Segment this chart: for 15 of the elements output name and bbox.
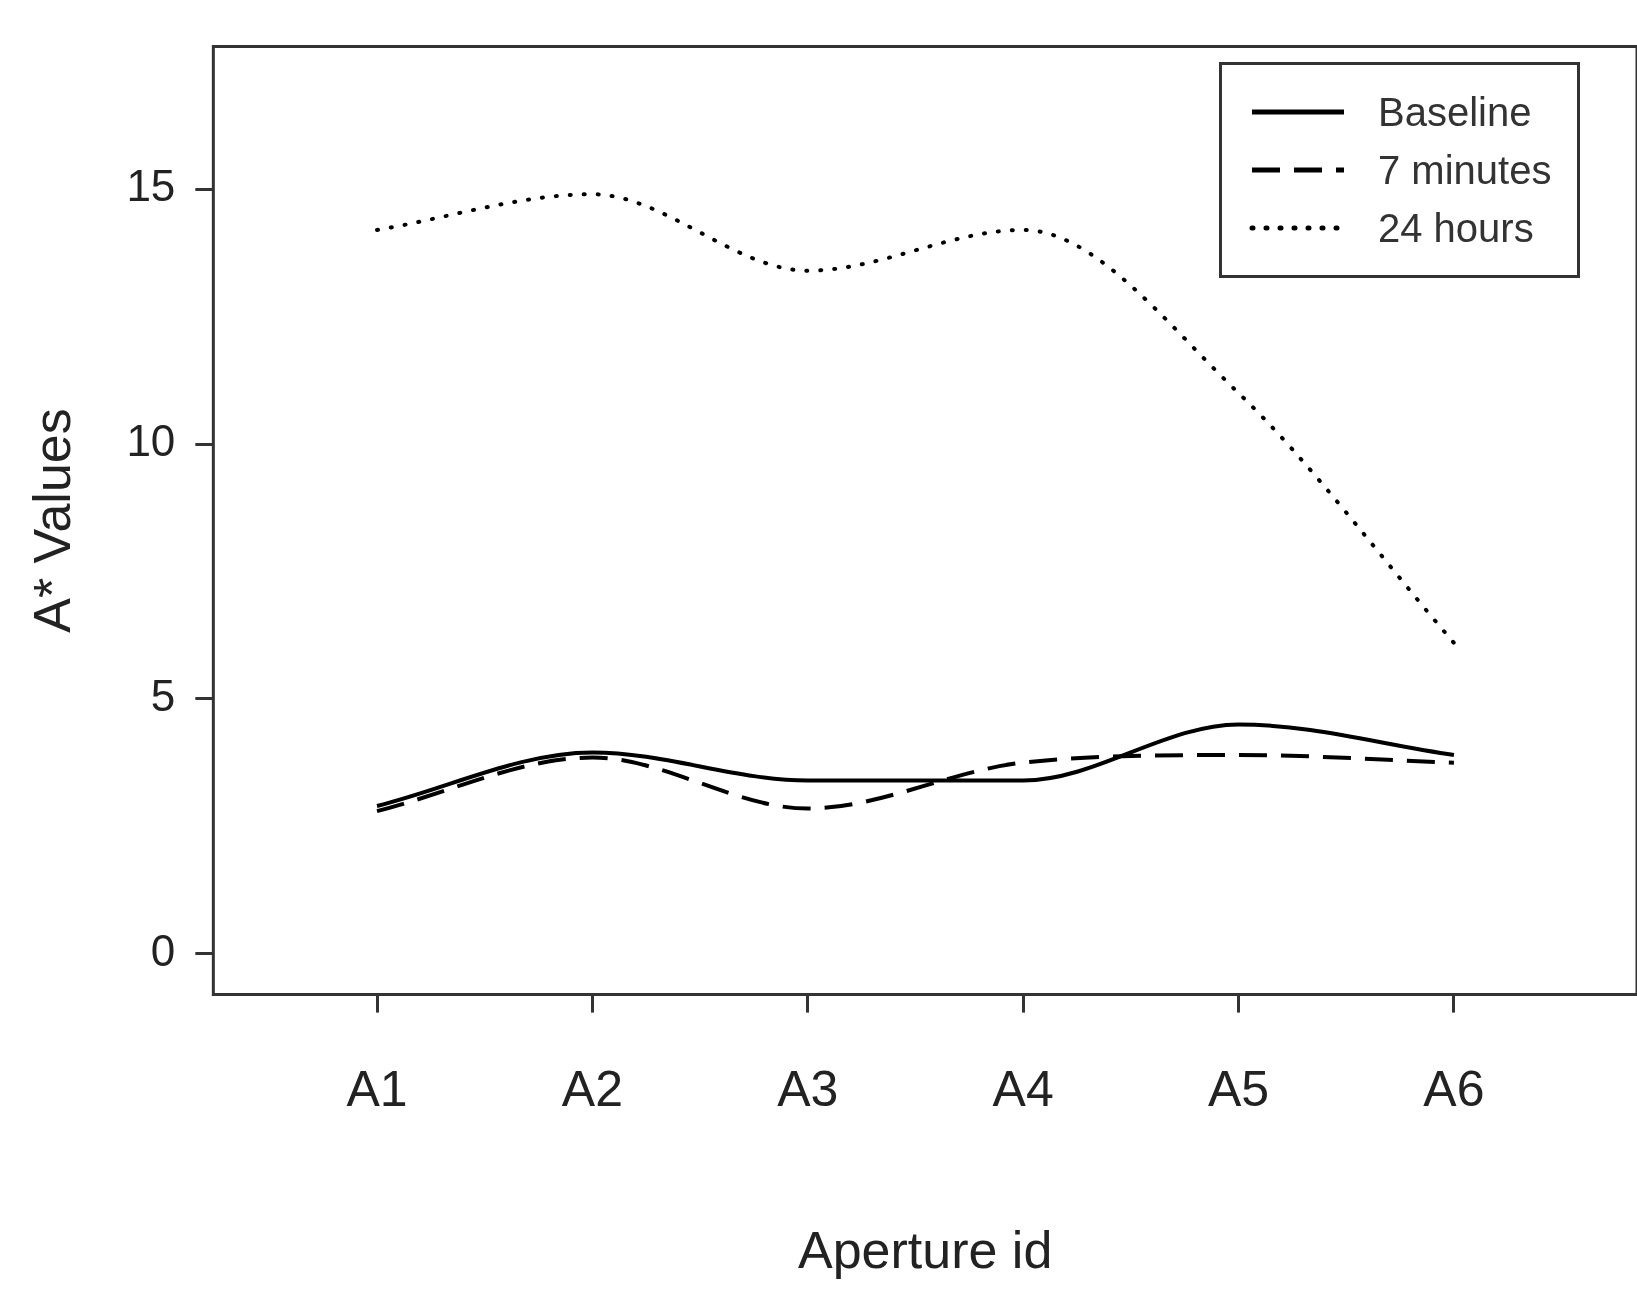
x-tick-label: A6 [1423, 1061, 1485, 1118]
y-tick-label: 0 [150, 925, 176, 975]
x-tick-label: A1 [346, 1061, 408, 1118]
x-axis-title: Aperture id [797, 1221, 1053, 1280]
x-tick-label: A2 [561, 1061, 623, 1118]
y-axis-title: A* Values [22, 408, 81, 633]
legend-label: 24 hours [1378, 205, 1534, 253]
y-tick-label: 5 [150, 671, 176, 721]
legend-label: Baseline [1378, 89, 1532, 137]
x-tick-label: A5 [1207, 1061, 1270, 1118]
x-tick-label: A3 [777, 1061, 839, 1118]
y-tick-label: 15 [126, 161, 176, 211]
x-tick-label: A4 [992, 1061, 1054, 1118]
y-tick-label: 10 [126, 416, 176, 466]
legend-label: 7 minutes [1378, 147, 1552, 195]
